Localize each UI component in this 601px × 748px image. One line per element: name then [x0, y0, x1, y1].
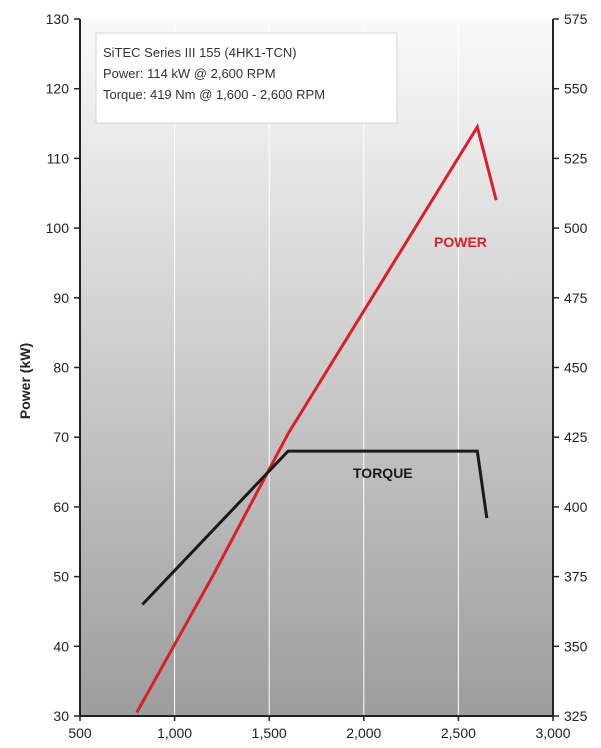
info-line-model: SiTEC Series III 155 (4HK1-TCN)	[103, 45, 297, 60]
y-tick-label: 100	[46, 220, 70, 236]
y2-tick-label: 425	[564, 429, 588, 445]
y2-tick-label: 450	[564, 360, 588, 376]
x-tick-label: 2,000	[346, 725, 381, 741]
x-tick-label: 500	[68, 725, 92, 741]
y2-tick-label: 350	[564, 638, 588, 654]
axes	[74, 18, 559, 721]
y2-tick-label: 550	[564, 81, 588, 97]
y2-tick-label: 525	[564, 150, 588, 166]
plot-area	[80, 19, 553, 716]
x-tick-label: 2,500	[441, 725, 476, 741]
power-series-line	[135, 123, 498, 714]
info-line-torque: Torque: 419 Nm @ 1,600 - 2,600 RPM	[103, 87, 325, 102]
y2-tick-label: 400	[564, 499, 588, 515]
info-line-power: Power: 114 kW @ 2,600 RPM	[103, 66, 276, 81]
x-tick-label: 3,000	[535, 725, 570, 741]
y-tick-label: 50	[53, 569, 69, 585]
y2-tick-label: 500	[564, 220, 588, 236]
y-tick-label: 40	[53, 638, 69, 654]
torque-series-label: TORQUE	[353, 465, 413, 481]
y2-tick-label: 475	[564, 290, 588, 306]
tick-labels: 500 1,000 1,500 2,000 2,500 3,000 30 40 50 60 70 80…	[46, 11, 588, 741]
y2-tick-label: 575	[564, 11, 588, 27]
gridlines	[174, 19, 459, 716]
y-tick-label: 90	[53, 290, 69, 306]
series-lines	[135, 123, 498, 714]
engine-info-box: SiTEC Series III 155 (4HK1-TCN) Power: 1…	[95, 32, 398, 124]
y-tick-label: 70	[53, 429, 69, 445]
y-axis-title: Power (kW)	[17, 343, 33, 419]
y-tick-label: 120	[46, 81, 70, 97]
x-tick-label: 1,000	[157, 725, 192, 741]
x-tick-label: 1,500	[252, 725, 287, 741]
torque-series-line	[141, 449, 489, 606]
y2-tick-label: 325	[564, 708, 588, 724]
y2-tick-label: 375	[564, 569, 588, 585]
y-tick-label: 30	[53, 708, 69, 724]
y-tick-label: 110	[47, 150, 70, 166]
y-tick-label: 60	[53, 499, 69, 515]
power-series-label: POWER	[434, 234, 487, 250]
y-tick-label: 80	[53, 360, 69, 376]
y-tick-label: 130	[46, 11, 70, 27]
